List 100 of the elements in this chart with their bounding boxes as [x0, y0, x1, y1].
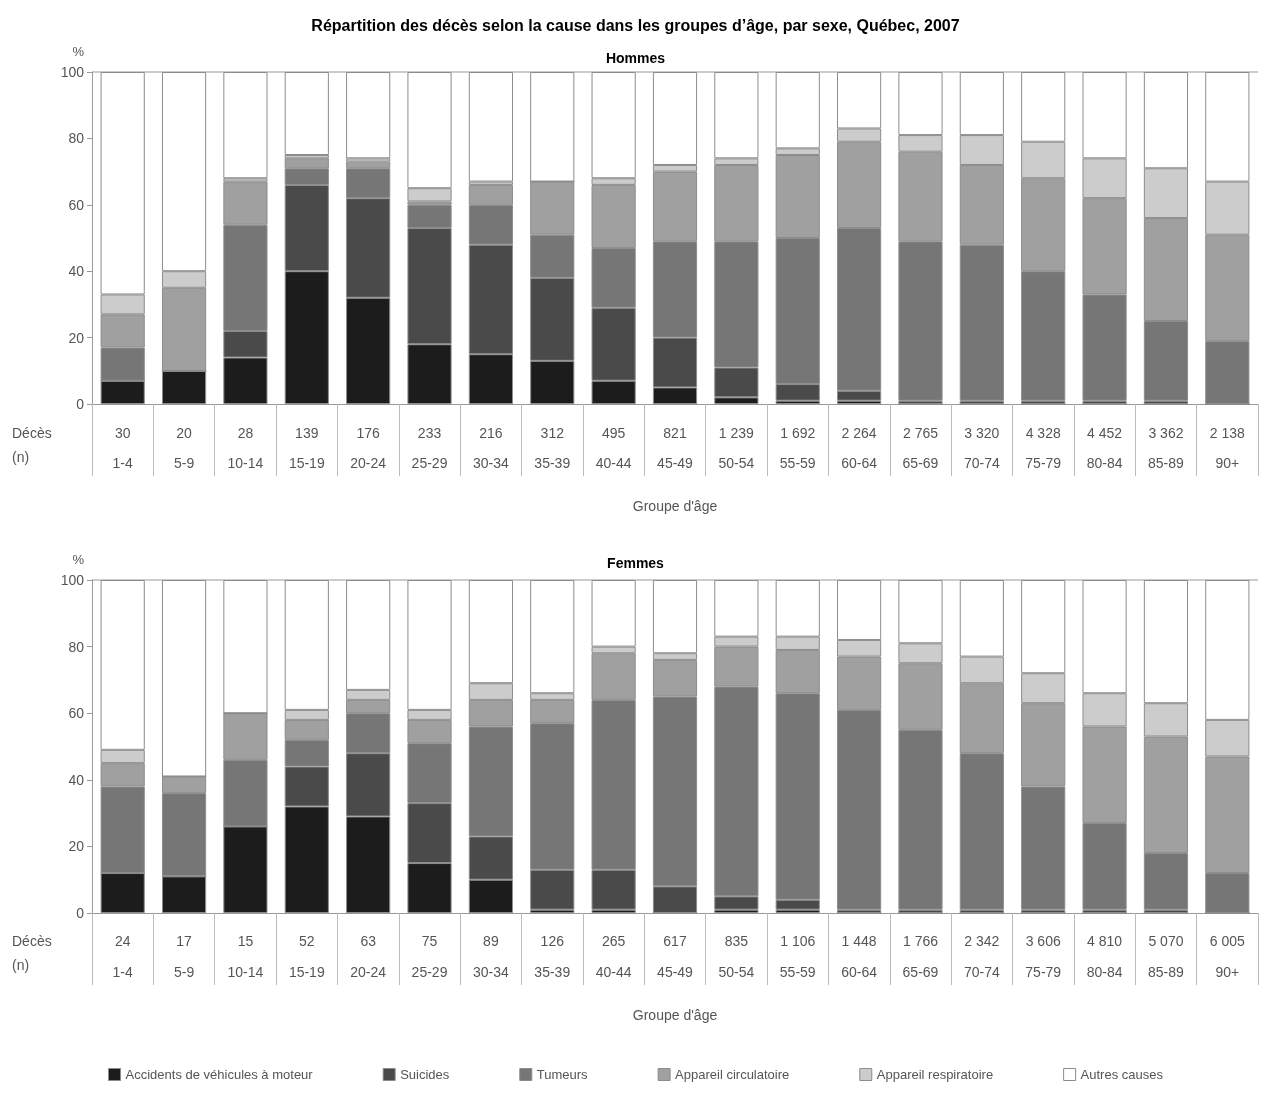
x-tick-label: 25-29 [411, 455, 448, 471]
x-tick-label: 40-44 [595, 455, 632, 471]
text: 63 [360, 933, 377, 949]
text: 1 106 [780, 933, 816, 949]
y-tick-label: 0 [76, 396, 85, 412]
y-tick-label: 40 [68, 263, 85, 280]
legend-label: Suicides [400, 1067, 450, 1082]
x-tick-label: 75-79 [1025, 964, 1062, 980]
x-tick-label: 45-49 [657, 964, 694, 980]
text: 17 [176, 933, 193, 949]
text: Décès (n) [12, 425, 52, 465]
x-tick-label: 85-89 [1148, 455, 1185, 471]
text: 126 [540, 933, 565, 949]
text: 24 [114, 933, 131, 949]
legend-label: Autres causes [1080, 1067, 1164, 1082]
x-tick-label: 35-39 [534, 964, 571, 980]
y-tick-label: 100 [60, 64, 85, 80]
text: 1 692 [780, 425, 816, 441]
x-tick-label: 5-9 [173, 455, 195, 471]
x-tick-label: 70-74 [963, 964, 1000, 980]
x-tick-label: 1-4 [112, 964, 134, 980]
x-tick-label: 40-44 [595, 964, 632, 980]
text: 2 342 [964, 933, 1000, 949]
x-tick-label: 20-24 [350, 964, 387, 980]
text: 2 264 [841, 425, 877, 441]
x-tick-label: 60-64 [841, 964, 878, 980]
text: 6 005 [1209, 933, 1246, 949]
chart-title: Femmes [607, 555, 665, 571]
x-tick-label: 10-14 [227, 455, 264, 471]
x-axis-title: Groupe d'âge [632, 498, 718, 514]
text: 1 766 [902, 933, 939, 949]
text: 3 362 [1148, 425, 1184, 441]
text: 3 606 [1025, 933, 1061, 949]
x-tick-label: 75-79 [1025, 455, 1062, 471]
x-tick-label: 45-49 [657, 455, 694, 471]
text: 2 138 [1209, 425, 1246, 441]
text: 1 239 [718, 425, 755, 441]
legend-label: Accidents de véhicules à moteur [125, 1067, 314, 1082]
x-tick-label: 85-89 [1148, 964, 1185, 980]
x-tick-label: 1-4 [112, 455, 134, 471]
y-axis-title: % [72, 44, 85, 59]
text: 2 765 [902, 425, 939, 441]
text: 176 [356, 425, 381, 441]
text: 4 810 [1087, 933, 1123, 949]
x-tick-label: 30-34 [472, 455, 510, 471]
y-axis-title: % [72, 552, 85, 567]
x-tick-label: 65-69 [902, 964, 939, 980]
text: 52 [299, 933, 315, 949]
x-axis-title: Groupe d'âge [632, 1007, 718, 1023]
text: 821 [663, 425, 687, 441]
y-tick-label: 20 [68, 329, 85, 346]
y-tick-label: 60 [68, 196, 85, 213]
y-tick-label: 80 [68, 130, 85, 147]
legend-label: Appareil respiratoire [876, 1067, 994, 1082]
text: 28 [237, 425, 254, 441]
text: 30 [114, 425, 131, 441]
text: 216 [479, 425, 503, 441]
x-tick-label: 5-9 [173, 964, 195, 980]
x-tick-label: 10-14 [227, 964, 264, 980]
text: 265 [601, 933, 626, 949]
legend-label: Tumeurs [536, 1067, 589, 1082]
legend-label: Appareil circulatoire [675, 1067, 790, 1082]
x-tick-label: 15-19 [288, 964, 325, 980]
text: 5 070 [1148, 933, 1184, 949]
chart-subtitle: Hommes [605, 50, 666, 66]
x-tick-label: 30-34 [472, 964, 510, 980]
text: 75 [421, 933, 438, 949]
x-tick-label: 50-54 [718, 455, 755, 471]
x-tick-label: 70-74 [963, 455, 1000, 471]
text: 835 [724, 933, 749, 949]
x-tick-label: 55-59 [779, 455, 816, 471]
text: 1 448 [841, 933, 877, 949]
y-tick-label: 80 [68, 638, 85, 655]
text: 4 452 [1087, 425, 1123, 441]
x-tick-label: 55-59 [779, 964, 816, 980]
text: 139 [295, 425, 319, 441]
x-tick-label: 60-64 [841, 455, 878, 471]
text: 495 [601, 425, 626, 441]
text: 20 [176, 425, 193, 441]
y-tick-label: 20 [68, 838, 85, 855]
chart-title: Répartition des décès selon la cause dans les groupes d’âge, par sexe, Québec, 2007 [311, 16, 960, 34]
y-tick-label: 40 [68, 771, 85, 788]
x-tick-label: 90+ [1215, 964, 1240, 980]
x-tick-label: 90+ [1215, 455, 1240, 471]
text: 4 328 [1025, 425, 1061, 441]
x-tick-label: 65-69 [902, 455, 939, 471]
text: 3 320 [964, 425, 1000, 441]
y-tick-label: 60 [68, 705, 85, 722]
text: 89 [483, 933, 499, 949]
text: 233 [417, 425, 442, 441]
x-tick-label: 20-24 [350, 455, 387, 471]
x-tick-label: 35-39 [534, 455, 571, 471]
text: 312 [540, 425, 565, 441]
y-tick-label: 0 [76, 905, 85, 921]
x-tick-label: 80-84 [1086, 455, 1123, 471]
x-tick-label: 15-19 [288, 455, 325, 471]
y-tick-label: 100 [60, 572, 85, 588]
text: 15 [237, 933, 254, 949]
x-tick-label: 80-84 [1086, 964, 1123, 980]
x-tick-label: 25-29 [411, 964, 448, 980]
